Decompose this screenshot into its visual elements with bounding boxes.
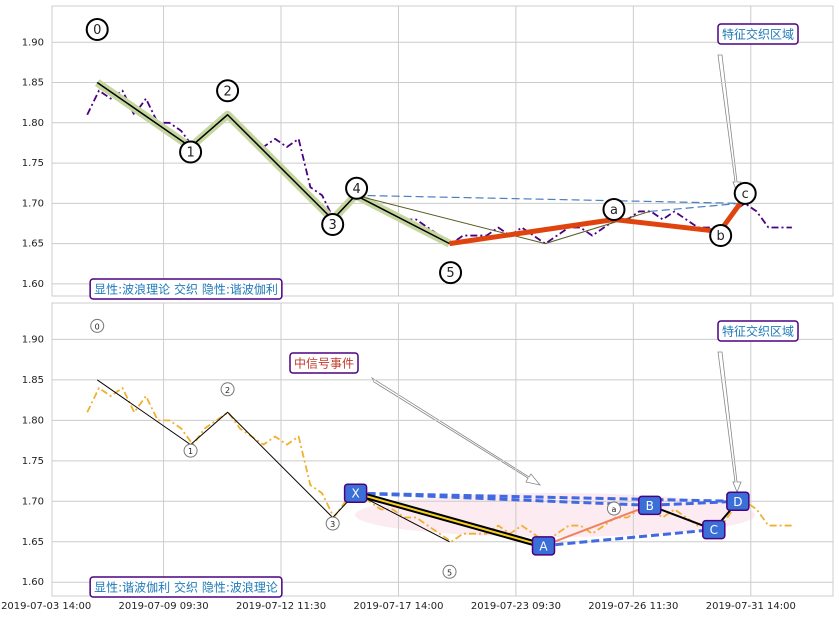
- y-tick-label: 1.80: [22, 118, 44, 129]
- annotation-box: [717, 320, 799, 342]
- point-label: 0: [95, 322, 100, 331]
- point-marker: [709, 224, 733, 248]
- point-label: 0: [93, 23, 101, 38]
- panel-top: [51, 5, 834, 297]
- y-tick-label: 1.70: [22, 496, 44, 507]
- y-tick-label: 1.75: [22, 158, 44, 169]
- x-tick-label: 2019-07-03 14:00: [1, 601, 91, 612]
- price-line: [86, 387, 792, 543]
- point-label: 2: [225, 386, 230, 395]
- point-label: a: [610, 203, 618, 218]
- pattern-marker: [702, 519, 726, 540]
- point-label: 5: [446, 266, 454, 281]
- x-tick-label: 2019-07-26 11:30: [588, 601, 678, 612]
- point-marker: [345, 176, 369, 200]
- point-marker: [179, 140, 203, 164]
- annotation: 特征交织区域: [722, 324, 794, 339]
- y-tick-label: 1.60: [22, 279, 44, 290]
- annotation-box: [289, 352, 359, 374]
- annotation: 特征交织区域: [722, 27, 794, 42]
- wave-line: [543, 528, 714, 548]
- price-line: [86, 89, 792, 245]
- point-label: 5: [447, 568, 452, 577]
- point-label: 3: [330, 520, 335, 529]
- panel-bottom: [51, 302, 834, 597]
- y-tick-label: 1.85: [22, 375, 44, 386]
- y-tick-label: 1.90: [22, 37, 44, 48]
- arrow: [717, 351, 742, 494]
- y-tick-label: 1.75: [22, 456, 44, 467]
- wave-line: [649, 202, 741, 213]
- y-tick-label: 1.65: [22, 239, 44, 250]
- wave-line: [355, 194, 741, 204]
- pattern-label: X: [351, 487, 359, 501]
- wave-line: [449, 201, 743, 247]
- x-tick-label: 2019-07-17 14:00: [353, 601, 443, 612]
- point-marker: [90, 318, 105, 333]
- x-tick-label: 2019-07-23 09:30: [471, 601, 561, 612]
- wave-line: [96, 379, 450, 543]
- point-label: b: [717, 229, 725, 244]
- point-marker: [325, 516, 340, 531]
- wave-inner: [355, 492, 544, 547]
- pattern-marker: [343, 483, 368, 503]
- point-marker: [602, 197, 626, 221]
- pattern-marker: [638, 495, 662, 516]
- y-tick-label: 1.65: [22, 537, 44, 548]
- wave-line: [649, 499, 738, 507]
- pattern-label: B: [646, 499, 654, 513]
- wave-line: [543, 504, 651, 547]
- y-tick-label: 1.80: [22, 415, 44, 426]
- annotation-box: [89, 278, 283, 300]
- y-tick-label: 1.85: [22, 78, 44, 89]
- point-marker: [439, 261, 463, 285]
- x-tick-label: 2019-07-12 11:30: [236, 601, 326, 612]
- point-marker: [442, 564, 457, 579]
- point-label: 1: [188, 447, 193, 456]
- pattern-label: A: [539, 539, 548, 553]
- wave-line: [355, 194, 650, 245]
- point-label: 1: [186, 145, 194, 160]
- point-label: 3: [329, 218, 337, 233]
- point-marker: [733, 181, 757, 205]
- arrows: [371, 54, 742, 494]
- point-marker: [183, 443, 198, 458]
- wave-line: [96, 81, 450, 245]
- annotation-box: [89, 576, 283, 598]
- point-label: c: [742, 187, 749, 202]
- arrow: [371, 376, 542, 486]
- pattern-marker: [726, 491, 750, 512]
- point-label: 2: [223, 84, 231, 99]
- x-tick-label: 2019-07-31 14:00: [706, 601, 796, 612]
- wave-line: [355, 491, 738, 503]
- y-tick-label: 1.90: [22, 334, 44, 345]
- y-tick-label: 1.70: [22, 198, 44, 209]
- point-marker: [321, 212, 345, 236]
- y-tick-label: 1.60: [22, 577, 44, 588]
- point-label: 4: [352, 182, 360, 197]
- point-marker: [606, 501, 621, 516]
- annotation: 中信号事件: [294, 356, 354, 371]
- point-label: a: [612, 505, 617, 514]
- point-marker: [85, 18, 109, 42]
- point-marker: [216, 79, 240, 103]
- pattern-label: D: [733, 495, 742, 509]
- annotation-box: [717, 23, 799, 45]
- annotation: 显性:波浪理论 交织 隐性:谐波伽利: [94, 282, 278, 297]
- pattern-label: C: [710, 523, 718, 537]
- point-marker: [220, 382, 235, 397]
- annotation: 显性:谐波伽利 交织 隐性:波浪理论: [94, 580, 278, 595]
- pattern-marker: [531, 536, 556, 556]
- x-tick-label: 2019-07-09 09:30: [119, 601, 209, 612]
